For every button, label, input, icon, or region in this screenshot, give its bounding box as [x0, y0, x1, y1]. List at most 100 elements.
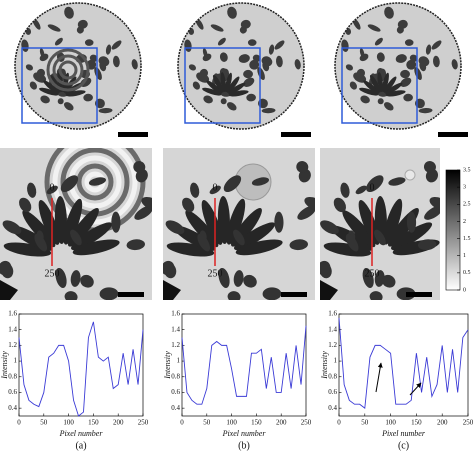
blob — [233, 229, 245, 246]
blob — [25, 64, 34, 71]
blob — [141, 196, 152, 211]
blob — [243, 77, 255, 87]
blob — [47, 24, 61, 32]
blob — [223, 175, 242, 193]
finger — [359, 87, 379, 96]
data-line — [18, 321, 144, 417]
blob — [268, 44, 275, 55]
panel-label: (a) — [75, 440, 86, 451]
blob — [243, 69, 253, 79]
colorbar-tick-label: 0.5 — [463, 270, 471, 276]
blob — [29, 81, 37, 90]
blob — [261, 107, 276, 114]
finger — [212, 74, 224, 93]
colorbar-tick-label: 2 — [463, 219, 466, 225]
colorbar-tick-label: 0 — [463, 287, 466, 293]
zoom-box — [21, 47, 98, 124]
finger — [201, 200, 223, 245]
blob — [57, 98, 64, 105]
blob — [36, 68, 46, 78]
y-tick-label: 0.6 — [328, 388, 337, 396]
blob — [355, 185, 367, 195]
x-tick-label: 0 — [337, 419, 341, 427]
blob — [262, 287, 282, 300]
blob — [356, 68, 366, 78]
blob — [209, 185, 221, 195]
blob — [64, 102, 74, 111]
y-tick-label: 1 — [334, 357, 338, 365]
top-image — [335, 3, 461, 129]
zoom-box — [184, 47, 261, 124]
blob — [243, 274, 257, 288]
data-line — [338, 317, 469, 409]
blob — [249, 59, 260, 70]
blob — [126, 239, 145, 251]
blob — [276, 55, 283, 68]
blob — [320, 260, 331, 276]
zoom-image — [320, 148, 440, 300]
finger — [72, 239, 120, 256]
scale-bar — [281, 132, 311, 137]
blob — [210, 24, 224, 32]
finger — [3, 242, 52, 257]
blob — [377, 98, 384, 105]
blob — [296, 161, 309, 173]
arrow — [375, 362, 383, 393]
scale-bar — [118, 292, 144, 297]
blob — [406, 211, 417, 233]
blob — [70, 270, 81, 287]
blob — [182, 197, 195, 213]
scale-bar — [438, 132, 468, 137]
blob — [188, 27, 195, 35]
blob — [27, 182, 37, 198]
x-tick-label: 150 — [251, 419, 262, 427]
blob — [362, 267, 374, 288]
y-tick-label: 1.4 — [171, 325, 180, 333]
blob — [262, 60, 270, 72]
blob — [251, 177, 270, 186]
blob — [404, 39, 414, 46]
ring — [404, 169, 416, 181]
blob — [294, 59, 301, 70]
panel-label: (c) — [398, 440, 409, 451]
blob — [0, 260, 12, 276]
x-tick-label: 250 — [463, 419, 474, 427]
edge-noise — [0, 280, 18, 300]
finger — [220, 72, 227, 93]
blob — [70, 229, 82, 246]
y-tick-label: 0.4 — [328, 404, 337, 412]
blob — [219, 52, 228, 62]
profile-start: 0 — [213, 182, 218, 193]
images: 0 250 0 250 0 250 0 0.5 1 1.5 2 2.5 3 3.5 — [0, 2, 471, 300]
blob — [433, 55, 440, 68]
y-tick-label: 1.6 — [8, 310, 17, 318]
finger — [227, 76, 240, 93]
blob — [340, 182, 350, 198]
finger — [385, 82, 403, 95]
blob — [88, 177, 107, 186]
blob — [419, 60, 427, 72]
y-tick-label: 1 — [177, 357, 181, 365]
x-tick-label: 50 — [203, 419, 211, 427]
blob — [374, 270, 385, 287]
x-axis-label: Pixel number — [222, 429, 267, 438]
x-tick-label: 200 — [113, 419, 124, 427]
blob — [195, 18, 204, 30]
blob — [111, 40, 122, 50]
finger — [384, 76, 397, 93]
blob — [203, 95, 213, 104]
profile-end: 250 — [365, 268, 380, 279]
blob — [431, 40, 442, 50]
x-tick-label: 100 — [226, 419, 237, 427]
blob — [197, 233, 211, 252]
scale-bar — [406, 292, 432, 297]
blob — [40, 95, 50, 104]
blob — [233, 270, 244, 287]
blob — [417, 239, 437, 251]
colorbar-tick-label: 1 — [463, 253, 466, 259]
ring — [76, 163, 114, 201]
y-axis-label: Intensity — [0, 351, 9, 380]
blob — [400, 77, 412, 87]
finger — [342, 210, 376, 248]
